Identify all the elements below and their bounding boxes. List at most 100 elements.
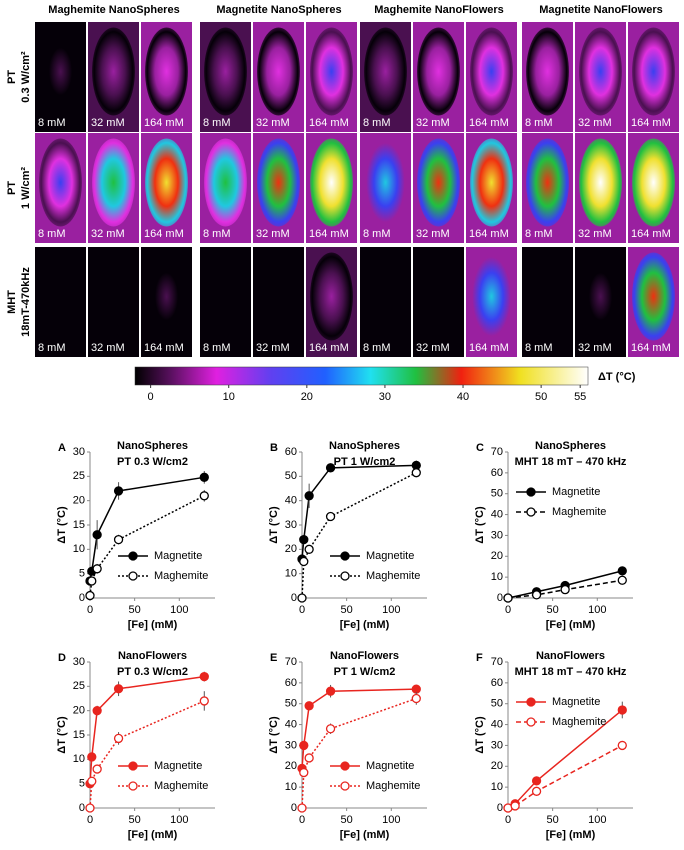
legend-marker <box>128 761 138 771</box>
y-tick-label: 10 <box>73 543 85 555</box>
thermal-image <box>470 252 513 341</box>
concentration-label: 8 mM <box>363 117 391 129</box>
concentration-label: 32 mM <box>416 342 450 354</box>
colorbar <box>134 366 589 386</box>
thermal-image <box>204 27 247 116</box>
thermal-image <box>364 27 407 116</box>
y-tick-label: 60 <box>491 467 503 479</box>
data-point <box>304 544 314 554</box>
panel-letter: A <box>58 442 66 454</box>
concentration-label: 164 mM <box>309 342 349 354</box>
x-tick-label: 100 <box>382 814 400 826</box>
data-point <box>92 530 102 540</box>
row-title: MHT <box>6 290 18 314</box>
x-tick-label: 100 <box>170 814 188 826</box>
y-tick-label: 60 <box>285 446 297 458</box>
y-tick-label: 40 <box>285 718 297 730</box>
data-point <box>325 511 336 522</box>
x-axis-label: [Fe] (mM) <box>340 619 390 631</box>
data-point <box>113 684 124 694</box>
y-axis-label: ΔT (°C) <box>474 506 486 544</box>
series-line <box>507 744 623 809</box>
y-tick-label: 15 <box>73 519 85 531</box>
x-tick-label: 50 <box>547 814 559 826</box>
x-tick-label: 50 <box>341 604 353 616</box>
data-point <box>199 491 209 501</box>
panel-letter: B <box>270 442 278 454</box>
y-tick-label: 10 <box>491 781 503 793</box>
thermal-image <box>417 252 460 341</box>
panel-letter: E <box>270 652 277 664</box>
series-line <box>301 697 417 809</box>
concentration-label: 164 mM <box>631 342 671 354</box>
concentration-label: 164 mM <box>309 228 349 240</box>
thermal-image <box>145 27 188 116</box>
x-tick-label: 100 <box>588 814 606 826</box>
data-point <box>199 472 209 482</box>
concentration-label: 8 mM <box>525 342 553 354</box>
legend-label: Magnetite <box>552 486 600 498</box>
chart-panel: E NanoFlowers PT 1 W/cm2 0 10 20 30 40 50 60 70 0 50… <box>268 650 427 841</box>
thermal-image <box>39 252 82 341</box>
concentration-label: 32 mM <box>578 342 612 354</box>
x-tick-label: 100 <box>170 604 188 616</box>
y-tick-label: 30 <box>73 446 85 458</box>
y-tick-label: 0 <box>291 592 297 604</box>
thermal-image <box>257 138 300 227</box>
y-tick-label: 60 <box>285 677 297 689</box>
data-point <box>304 701 314 711</box>
panel-letter: D <box>58 652 66 664</box>
legend-marker <box>526 487 536 497</box>
legend-label: Magnetite <box>154 760 202 772</box>
thermal-image <box>632 27 675 116</box>
y-tick-label: 70 <box>491 656 503 668</box>
series-line <box>301 464 417 560</box>
data-point <box>531 776 542 786</box>
data-point <box>411 684 421 694</box>
concentration-label: 32 mM <box>91 117 125 129</box>
data-point <box>325 463 336 473</box>
x-tick-label: 0 <box>299 604 305 616</box>
concentration-label: 8 mM <box>203 117 231 129</box>
concentration-label: 32 mM <box>578 228 612 240</box>
chart-subtitle: PT 0.3 W/cm2 <box>117 666 188 678</box>
legend-label: Magnetite <box>154 550 202 562</box>
data-point <box>411 468 421 478</box>
concentration-label: 8 mM <box>203 228 231 240</box>
data-point <box>92 706 102 716</box>
series-line <box>507 570 623 599</box>
colorbar-tick-label: 30 <box>379 391 391 403</box>
y-tick-label: 10 <box>491 571 503 583</box>
y-tick-label: 30 <box>491 739 503 751</box>
thermal-image <box>310 27 353 116</box>
y-tick-label: 70 <box>285 656 297 668</box>
legend-marker <box>128 571 138 581</box>
thermal-image <box>417 138 460 227</box>
y-tick-label: 0 <box>497 802 503 814</box>
concentration-label: 32 mM <box>256 342 290 354</box>
row-title: PT <box>6 70 18 84</box>
data-point <box>617 705 627 715</box>
series-line <box>301 688 417 769</box>
data-point <box>325 724 336 734</box>
row-title: 1 W/cm² <box>20 167 32 210</box>
data-point <box>411 693 421 704</box>
data-point <box>85 803 95 813</box>
x-tick-label: 50 <box>129 814 141 826</box>
thermal-image <box>364 138 407 227</box>
legend-marker <box>128 781 138 791</box>
legend-label: Maghemite <box>154 570 208 582</box>
concentration-label: 164 mM <box>469 228 509 240</box>
colorbar-tick-label: 20 <box>301 391 313 403</box>
chart-subtitle: MHT 18 mT – 470 kHz <box>515 666 627 678</box>
column-title: Maghemite NanoSpheres <box>48 4 179 16</box>
y-tick-label: 20 <box>285 543 297 555</box>
legend-label: Maghemite <box>366 570 420 582</box>
data-point <box>617 566 627 576</box>
data-point <box>113 534 124 545</box>
y-tick-label: 30 <box>491 529 503 541</box>
concentration-label: 8 mM <box>363 342 391 354</box>
legend-label: Magnetite <box>366 550 414 562</box>
concentration-label: 8 mM <box>363 228 391 240</box>
legend-label: Maghemite <box>154 780 208 792</box>
